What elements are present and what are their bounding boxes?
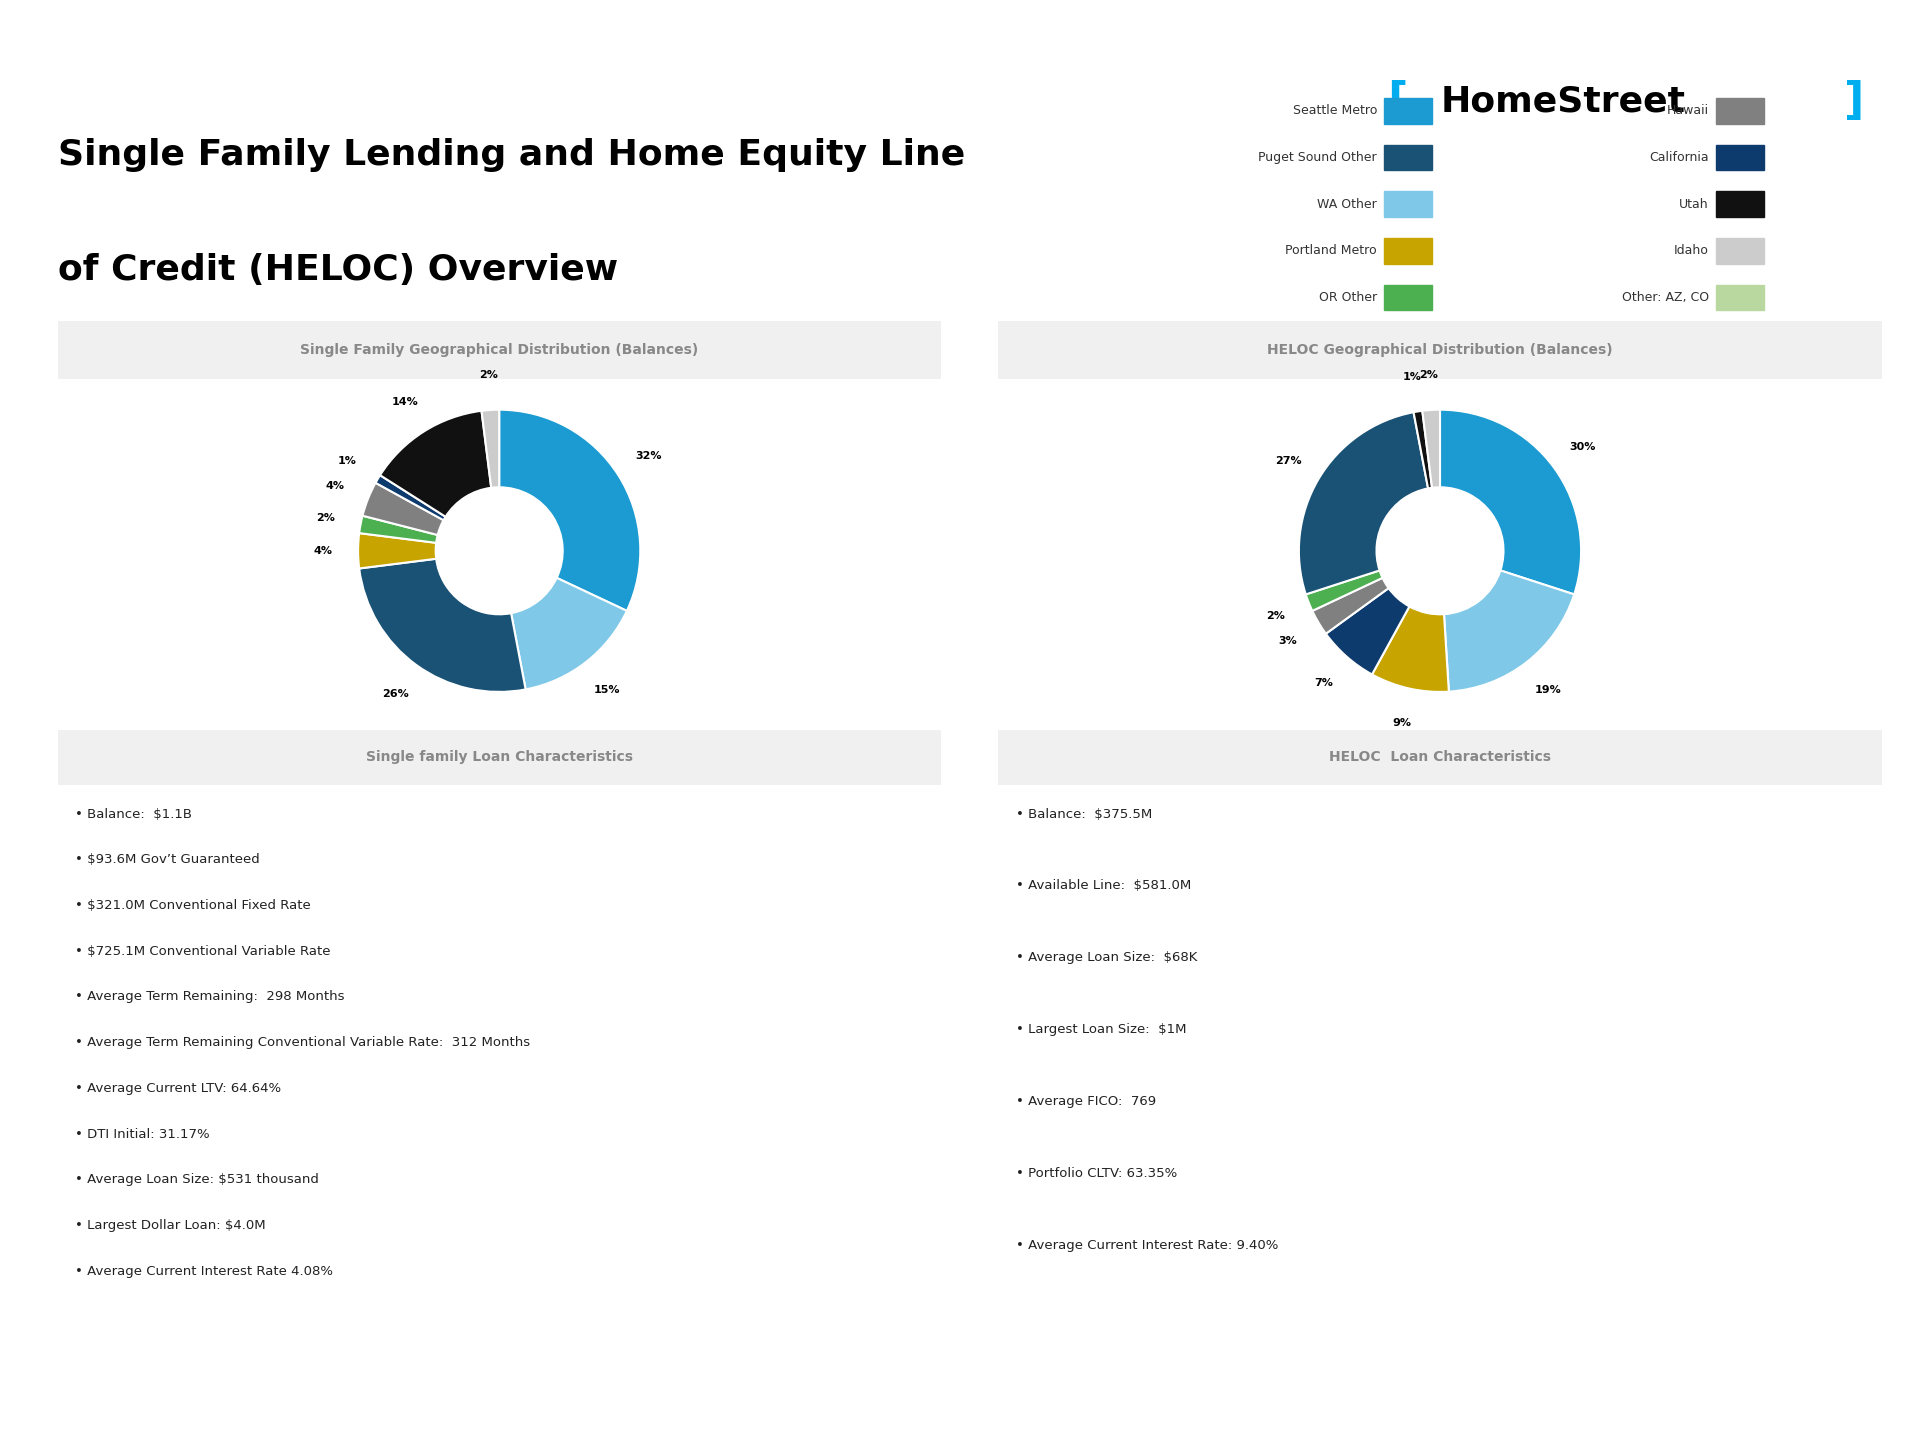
Text: California: California bbox=[1649, 151, 1709, 164]
FancyBboxPatch shape bbox=[40, 729, 958, 786]
Text: Puget Sound Other: Puget Sound Other bbox=[1258, 151, 1377, 164]
Text: p. 20: p. 20 bbox=[1843, 1392, 1882, 1408]
Bar bbox=[1384, 98, 1432, 124]
Text: • Average Current Interest Rate 4.08%: • Average Current Interest Rate 4.08% bbox=[75, 1264, 334, 1277]
Wedge shape bbox=[511, 577, 628, 690]
Text: 4%: 4% bbox=[326, 481, 346, 491]
Bar bbox=[1716, 192, 1764, 217]
Text: 26%: 26% bbox=[382, 688, 409, 698]
Text: HELOC Geographical Distribution (Balances): HELOC Geographical Distribution (Balance… bbox=[1267, 343, 1613, 357]
Bar bbox=[1716, 98, 1764, 124]
Wedge shape bbox=[380, 410, 492, 517]
Text: 3%: 3% bbox=[1279, 635, 1298, 645]
Wedge shape bbox=[359, 559, 526, 691]
Text: [: [ bbox=[1386, 81, 1407, 122]
Bar bbox=[1384, 285, 1432, 311]
Text: 27%: 27% bbox=[1275, 456, 1302, 467]
Wedge shape bbox=[1300, 412, 1428, 595]
Text: • DTI Initial: 31.17%: • DTI Initial: 31.17% bbox=[75, 1128, 209, 1140]
Text: Single Family Lending and Home Equity Line: Single Family Lending and Home Equity Li… bbox=[58, 138, 966, 173]
Text: • Balance:  $375.5M: • Balance: $375.5M bbox=[1016, 808, 1152, 821]
FancyBboxPatch shape bbox=[981, 729, 1899, 786]
Text: • Average Term Remaining Conventional Variable Rate:  312 Months: • Average Term Remaining Conventional Va… bbox=[75, 1037, 530, 1050]
Text: Seattle Metro: Seattle Metro bbox=[1292, 104, 1377, 118]
Text: OR Other: OR Other bbox=[1319, 291, 1377, 304]
Bar bbox=[1384, 192, 1432, 217]
Wedge shape bbox=[1413, 410, 1432, 488]
Bar bbox=[1716, 144, 1764, 170]
Text: ]: ] bbox=[1843, 81, 1864, 122]
Text: 7%: 7% bbox=[1313, 678, 1332, 688]
Text: 2%: 2% bbox=[478, 370, 497, 380]
Text: 19%: 19% bbox=[1534, 685, 1561, 696]
Text: • Largest Loan Size:  $1M: • Largest Loan Size: $1M bbox=[1016, 1022, 1187, 1035]
Bar bbox=[1716, 285, 1764, 311]
Text: 2%: 2% bbox=[1419, 370, 1438, 380]
Text: WA Other: WA Other bbox=[1317, 197, 1377, 210]
Text: Single family Loan Characteristics: Single family Loan Characteristics bbox=[365, 750, 634, 765]
Bar bbox=[1384, 238, 1432, 264]
Text: Single Family Geographical Distribution (Balances): Single Family Geographical Distribution … bbox=[300, 343, 699, 357]
Text: Home Equity Line of Credit: Home Equity Line of Credit bbox=[1346, 763, 1534, 776]
Text: • Largest Dollar Loan: $4.0M: • Largest Dollar Loan: $4.0M bbox=[75, 1220, 265, 1233]
Text: • Average Term Remaining:  298 Months: • Average Term Remaining: 298 Months bbox=[75, 991, 346, 1004]
Text: 30%: 30% bbox=[1569, 442, 1596, 452]
Wedge shape bbox=[1423, 409, 1440, 488]
Wedge shape bbox=[1373, 606, 1450, 691]
Text: 32%: 32% bbox=[636, 451, 660, 461]
Text: • $93.6M Gov’t Guaranteed: • $93.6M Gov’t Guaranteed bbox=[75, 854, 259, 867]
Wedge shape bbox=[1327, 588, 1409, 674]
Wedge shape bbox=[499, 409, 639, 611]
FancyBboxPatch shape bbox=[981, 320, 1899, 380]
Text: Single Family Lending: Single Family Lending bbox=[422, 763, 576, 776]
FancyBboxPatch shape bbox=[40, 320, 958, 380]
Wedge shape bbox=[1306, 570, 1382, 611]
Text: Other: AZ, CO: Other: AZ, CO bbox=[1622, 291, 1709, 304]
Text: HomeStreet: HomeStreet bbox=[1440, 85, 1686, 118]
Wedge shape bbox=[1311, 577, 1388, 634]
Wedge shape bbox=[1444, 570, 1574, 691]
Text: 15%: 15% bbox=[593, 685, 620, 696]
Wedge shape bbox=[376, 475, 445, 520]
Text: • Average Loan Size: $531 thousand: • Average Loan Size: $531 thousand bbox=[75, 1174, 319, 1187]
Text: 2%: 2% bbox=[1267, 611, 1284, 621]
Text: 14%: 14% bbox=[392, 397, 419, 408]
Text: • Available Line:  $581.0M: • Available Line: $581.0M bbox=[1016, 880, 1190, 893]
Wedge shape bbox=[1440, 409, 1580, 595]
Text: • Average Loan Size:  $68K: • Average Loan Size: $68K bbox=[1016, 952, 1198, 965]
Text: • $321.0M Conventional Fixed Rate: • $321.0M Conventional Fixed Rate bbox=[75, 899, 311, 912]
Text: 2%: 2% bbox=[317, 513, 336, 523]
Bar bbox=[1716, 238, 1764, 264]
Text: • Average Current Interest Rate: 9.40%: • Average Current Interest Rate: 9.40% bbox=[1016, 1238, 1279, 1251]
Text: Idaho: Idaho bbox=[1674, 245, 1709, 258]
Text: Utah: Utah bbox=[1680, 197, 1709, 210]
Wedge shape bbox=[359, 533, 436, 569]
Text: • Balance:  $1.1B: • Balance: $1.1B bbox=[75, 808, 192, 821]
Text: Hawaii: Hawaii bbox=[1667, 104, 1709, 118]
Wedge shape bbox=[482, 409, 499, 488]
Text: 1%: 1% bbox=[338, 456, 357, 467]
Text: • Average Current LTV: 64.64%: • Average Current LTV: 64.64% bbox=[75, 1081, 282, 1094]
Text: of Credit (HELOC) Overview: of Credit (HELOC) Overview bbox=[58, 253, 618, 288]
Text: 1%: 1% bbox=[1404, 372, 1423, 382]
Text: • $725.1M Conventional Variable Rate: • $725.1M Conventional Variable Rate bbox=[75, 945, 330, 958]
Text: HELOC  Loan Characteristics: HELOC Loan Characteristics bbox=[1329, 750, 1551, 765]
Text: Portland Metro: Portland Metro bbox=[1284, 245, 1377, 258]
Text: • Average FICO:  769: • Average FICO: 769 bbox=[1016, 1094, 1156, 1107]
Wedge shape bbox=[363, 482, 444, 536]
Wedge shape bbox=[359, 516, 438, 543]
Text: 9%: 9% bbox=[1392, 719, 1411, 729]
Bar bbox=[1384, 144, 1432, 170]
Text: • Portfolio CLTV: 63.35%: • Portfolio CLTV: 63.35% bbox=[1016, 1166, 1177, 1179]
Text: 4%: 4% bbox=[313, 546, 332, 556]
